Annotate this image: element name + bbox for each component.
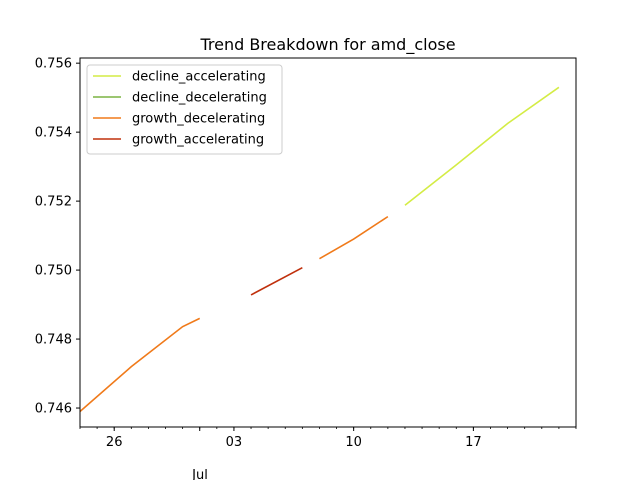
y-tick-label: 0.748 xyxy=(35,333,72,348)
y-tick-label: 0.756 xyxy=(35,57,72,72)
x-tick-label: 17 xyxy=(465,435,482,450)
x-tick-label: 10 xyxy=(345,435,362,450)
plot-lines xyxy=(79,86,560,413)
chart-title: Trend Breakdown for amd_close xyxy=(199,35,455,55)
y-tick-label: 0.752 xyxy=(35,195,72,210)
y-tick-label: 0.746 xyxy=(35,402,72,417)
y-axis: 0.746 0.748 0.750 0.752 0.754 0.756 xyxy=(35,57,80,417)
series-line-decline-accelerating-3 xyxy=(404,86,560,206)
legend-label: growth_decelerating xyxy=(132,112,265,127)
legend-label: decline_decelerating xyxy=(132,91,267,106)
series-line-growth-decelerating-2 xyxy=(319,215,389,260)
series-line-growth-decelerating-0 xyxy=(79,317,201,413)
plot-frame xyxy=(79,57,577,428)
legend: decline_accelerating decline_decelerating… xyxy=(86,64,283,155)
series-line-growth-accelerating-1 xyxy=(250,266,303,296)
x-tick-label: 03 xyxy=(226,435,243,450)
y-tick-label: 0.754 xyxy=(35,126,72,141)
legend-label: growth_accelerating xyxy=(132,133,264,148)
x-month-label: Jul xyxy=(191,468,208,480)
y-tick-label: 0.750 xyxy=(35,264,72,279)
x-axis: 26 03 10 17 xyxy=(79,427,577,450)
legend-box xyxy=(86,64,283,155)
x-tick-label: 26 xyxy=(106,435,123,450)
legend-label: decline_accelerating xyxy=(132,70,266,85)
